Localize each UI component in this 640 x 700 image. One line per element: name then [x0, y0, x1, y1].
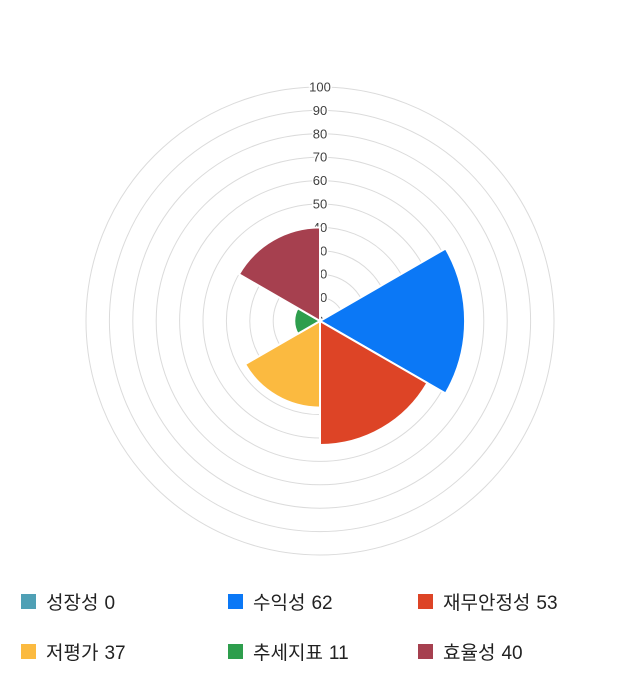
legend-value: 37	[104, 642, 126, 664]
legend-swatch-trend-indicator	[228, 643, 243, 659]
legend-swatch-profitability	[228, 593, 243, 609]
legend-category: 추세지표	[253, 642, 323, 664]
legend-value: 40	[501, 642, 523, 664]
legend-item-financial-stability: 재무안정성 53	[418, 588, 558, 615]
svg-text:80: 80	[313, 126, 327, 141]
legend-category: 저평가	[46, 642, 99, 664]
legend-label: 수익성 62	[253, 588, 333, 615]
legend-item-profitability: 수익성 62	[228, 588, 333, 615]
svg-text:70: 70	[313, 150, 327, 165]
legend-swatch-undervaluation	[21, 643, 36, 659]
legend-swatch-financial-stability	[418, 593, 433, 609]
legend-label: 성장성 0	[46, 588, 115, 615]
legend-label: 저평가 37	[46, 638, 126, 665]
legend-value: 53	[536, 592, 558, 614]
legend-swatch-growth	[21, 593, 36, 609]
svg-text:50: 50	[313, 197, 327, 212]
legend-value: 0	[104, 592, 116, 614]
legend-item-growth: 성장성 0	[21, 588, 115, 615]
legend-category: 효율성	[443, 642, 496, 664]
legend-category: 수익성	[253, 592, 306, 614]
legend-label: 효율성 40	[443, 638, 523, 665]
legend-swatch-efficiency	[418, 643, 433, 659]
polar-area-chart-canvas: 0102030405060708090100	[85, 78, 555, 556]
legend-item-undervaluation: 저평가 37	[21, 638, 126, 665]
legend-value: 62	[311, 592, 333, 614]
svg-text:90: 90	[313, 103, 327, 118]
svg-text:100: 100	[309, 80, 331, 95]
legend-category: 재무안정성	[443, 592, 531, 614]
legend-label: 재무안정성 53	[443, 588, 558, 615]
polar-area-chart: 0102030405060708090100	[85, 78, 555, 556]
svg-text:60: 60	[313, 173, 327, 188]
legend-item-trend-indicator: 추세지표 11	[228, 638, 349, 665]
legend-label: 추세지표 11	[253, 638, 349, 665]
legend-item-efficiency: 효율성 40	[418, 638, 523, 665]
legend-category: 성장성	[46, 592, 99, 614]
legend-value: 11	[328, 642, 349, 664]
